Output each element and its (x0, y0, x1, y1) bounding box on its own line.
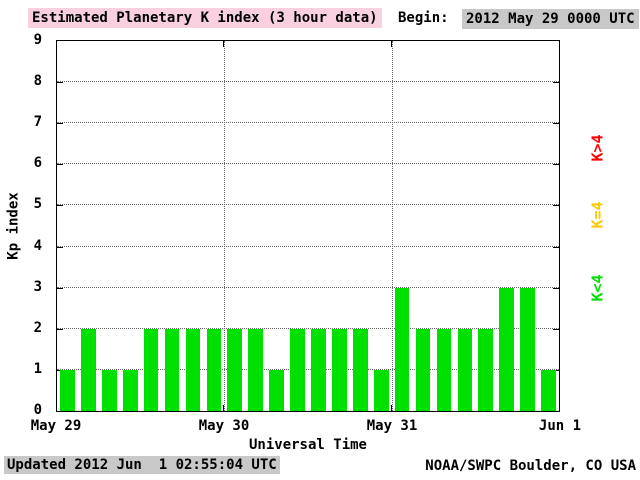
y-tick-mark (57, 164, 63, 166)
kp-bar (206, 328, 222, 411)
y-tick-label: 0 (33, 402, 42, 418)
gridline-horizontal (57, 122, 559, 124)
y-tick-mark (553, 328, 559, 330)
y-tick-mark (553, 123, 559, 125)
y-tick-label: 1 (33, 360, 42, 377)
legend-k-below-4-text: K<4 (589, 274, 607, 302)
y-tick-label: 2 (33, 319, 42, 336)
kp-bar (269, 369, 284, 411)
kp-bar (415, 328, 431, 411)
kp-bar (248, 328, 264, 411)
gridline-horizontal (57, 327, 559, 329)
kp-bar (81, 328, 96, 411)
gridline-horizontal (57, 286, 559, 288)
x-tick-label: May 30 (198, 418, 250, 434)
y-tick-mark (553, 82, 559, 84)
gridline-vertical (224, 41, 226, 411)
x-axis-title: Universal Time (248, 437, 367, 453)
gridline-horizontal (57, 163, 559, 165)
gridline-vertical (391, 41, 393, 411)
updated-timestamp: Updated 2012 Jun 1 02:55:04 UTC (4, 456, 280, 474)
kp-bar (101, 369, 117, 411)
plot-area (56, 40, 560, 412)
legend-k-equals-4-text: K=4 (589, 201, 607, 229)
y-tick-label: 8 (33, 73, 42, 90)
y-tick-label: 5 (33, 196, 42, 213)
y-tick-mark (553, 164, 559, 166)
chart-title: Estimated Planetary K index (3 hour data… (28, 8, 382, 28)
y-tick-mark (553, 246, 559, 248)
y-tick-mark (57, 82, 63, 84)
x-tick-label: May 29 (30, 418, 82, 434)
kp-bar (227, 328, 243, 411)
kp-bar (394, 287, 410, 411)
kp-bar (311, 328, 326, 411)
y-tick-mark (553, 205, 559, 207)
x-tick-mark (223, 41, 225, 47)
y-tick-mark (57, 369, 63, 371)
kp-bar (122, 369, 138, 411)
gridline-horizontal (57, 81, 559, 83)
kp-bar (290, 328, 305, 411)
kp-bar (520, 287, 535, 411)
kp-bar (60, 369, 75, 411)
x-axis-tick-labels: May 29 May 30 May 31 Jun 1 (31, 416, 581, 434)
kp-bar (436, 328, 452, 411)
y-tick-label: 7 (33, 114, 42, 131)
begin-label: Begin: (398, 10, 449, 26)
y-tick-mark (553, 369, 559, 371)
x-tick-label: Jun 1 (538, 418, 582, 434)
kp-bar (185, 328, 201, 411)
legend-k-below-4: K<4 (576, 266, 620, 310)
gridline-horizontal (57, 204, 559, 206)
gridline-horizontal (57, 245, 559, 247)
x-tick-mark (223, 405, 225, 411)
kp-bar (478, 328, 494, 411)
y-tick-mark (57, 287, 63, 289)
y-tick-label: 9 (33, 32, 42, 48)
legend-k-equals-4: K=4 (576, 193, 620, 237)
y-tick-mark (57, 328, 63, 330)
kp-bar (332, 328, 347, 411)
kp-bar (373, 369, 389, 411)
x-tick-label: May 31 (366, 418, 418, 434)
kp-bar (352, 328, 368, 411)
kp-bar (164, 328, 180, 411)
legend-k-above-4-text: K>4 (589, 134, 607, 162)
kp-bar (541, 369, 556, 411)
y-tick-mark (57, 246, 63, 248)
y-tick-mark (57, 123, 63, 125)
legend-k-above-4: K>4 (576, 126, 620, 170)
kp-bar (457, 328, 473, 411)
kp-bar (143, 328, 159, 411)
kp-bar (499, 287, 515, 411)
begin-date-value: 2012 May 29 0000 UTC (462, 9, 639, 29)
y-tick-label: 3 (33, 278, 42, 295)
y-tick-label: 6 (33, 155, 42, 172)
x-tick-mark (390, 41, 392, 47)
source-attribution: NOAA/SWPC Boulder, CO USA (425, 458, 636, 474)
y-tick-mark (57, 205, 63, 207)
y-axis-tick-labels: 0 1 2 3 4 5 6 7 8 9 (0, 32, 50, 418)
x-tick-mark (390, 405, 392, 411)
y-tick-label: 4 (33, 237, 42, 254)
gridline-horizontal (57, 368, 559, 370)
y-tick-mark (553, 287, 559, 289)
